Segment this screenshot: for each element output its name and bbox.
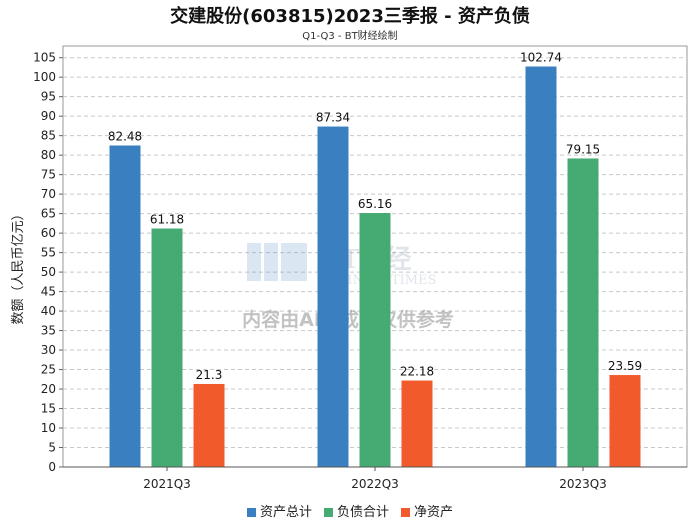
y-tick-label: 30 <box>41 343 56 357</box>
bars <box>109 66 641 468</box>
bar <box>567 158 599 467</box>
y-tick-label: 80 <box>41 148 56 162</box>
bar <box>401 380 433 467</box>
bar <box>609 375 641 467</box>
y-tick-label: 100 <box>33 70 56 84</box>
y-tick-label: 10 <box>41 421 56 435</box>
data-label: 22.18 <box>400 365 434 379</box>
bar <box>359 212 391 467</box>
bar <box>109 145 141 467</box>
x-tick-label: 2023Q3 <box>559 477 607 491</box>
y-tick-label: 5 <box>48 441 56 455</box>
legend-swatch <box>246 508 256 517</box>
bar <box>193 383 225 467</box>
y-tick-label: 0 <box>48 460 56 474</box>
legend-label: 负债合计 <box>336 505 389 520</box>
y-tick-label: 55 <box>41 246 56 260</box>
y-tick-label: 90 <box>41 109 56 123</box>
y-tick-label: 40 <box>41 304 56 318</box>
y-tick-label: 35 <box>41 324 56 338</box>
data-label: 82.48 <box>108 129 142 143</box>
legend-item: 净资产 <box>401 501 453 520</box>
data-label: 65.16 <box>358 197 392 211</box>
y-tick-label: 50 <box>41 265 56 279</box>
y-tick-label: 60 <box>41 226 56 240</box>
data-label: 21.3 <box>196 368 223 382</box>
legend-label: 资产总计 <box>259 505 312 520</box>
watermark-logo-icon <box>247 243 261 281</box>
legend-swatch <box>401 508 410 517</box>
x-tick-label: 2021Q3 <box>143 477 191 491</box>
bar <box>317 126 349 468</box>
y-tick-label: 15 <box>41 402 56 416</box>
data-label: 23.59 <box>608 359 642 373</box>
data-labels: 82.48 61.18 21.3 87.34 65.16 22.18 102.74 79.15… <box>108 51 642 382</box>
watermark-logo-icon <box>281 243 307 281</box>
data-label: 79.15 <box>566 142 600 156</box>
x-tick-label: 2022Q3 <box>351 477 399 491</box>
y-tick-label: 75 <box>41 168 56 182</box>
legend-item: 资产总计 <box>246 501 312 520</box>
data-label: 87.34 <box>316 111 350 125</box>
chart-title: 交建股份(603815)2023三季报 - 资产负债 <box>170 6 530 27</box>
bar <box>151 228 183 467</box>
y-tick-label: 70 <box>41 187 56 201</box>
y-tick-label: 65 <box>41 207 56 221</box>
y-axis-label: 数额（人民币亿元） <box>11 207 26 324</box>
watermark-logo-icon <box>264 243 278 281</box>
data-label: 61.18 <box>150 213 184 227</box>
legend-item: 负债合计 <box>323 501 389 520</box>
legend: 资产总计 负债合计 净资产 <box>0 501 700 520</box>
data-label: 102.74 <box>520 51 562 65</box>
y-tick-label: 20 <box>41 382 56 396</box>
legend-swatch <box>323 508 333 517</box>
y-tick-label: 45 <box>41 285 56 299</box>
y-tick-label: 105 <box>33 51 56 65</box>
y-tick-label: 95 <box>41 90 56 104</box>
bar <box>525 66 557 467</box>
chart-subtitle: Q1-Q3 - BT财经绘制 <box>302 31 398 42</box>
y-tick-label: 85 <box>41 129 56 143</box>
legend-label: 净资产 <box>414 505 454 520</box>
axes: 0 5 10 15 20 25 30 35 40 45 50 55 60 65 70 75 80 85 90 95 10… <box>33 51 687 491</box>
y-tick-label: 25 <box>41 363 56 377</box>
